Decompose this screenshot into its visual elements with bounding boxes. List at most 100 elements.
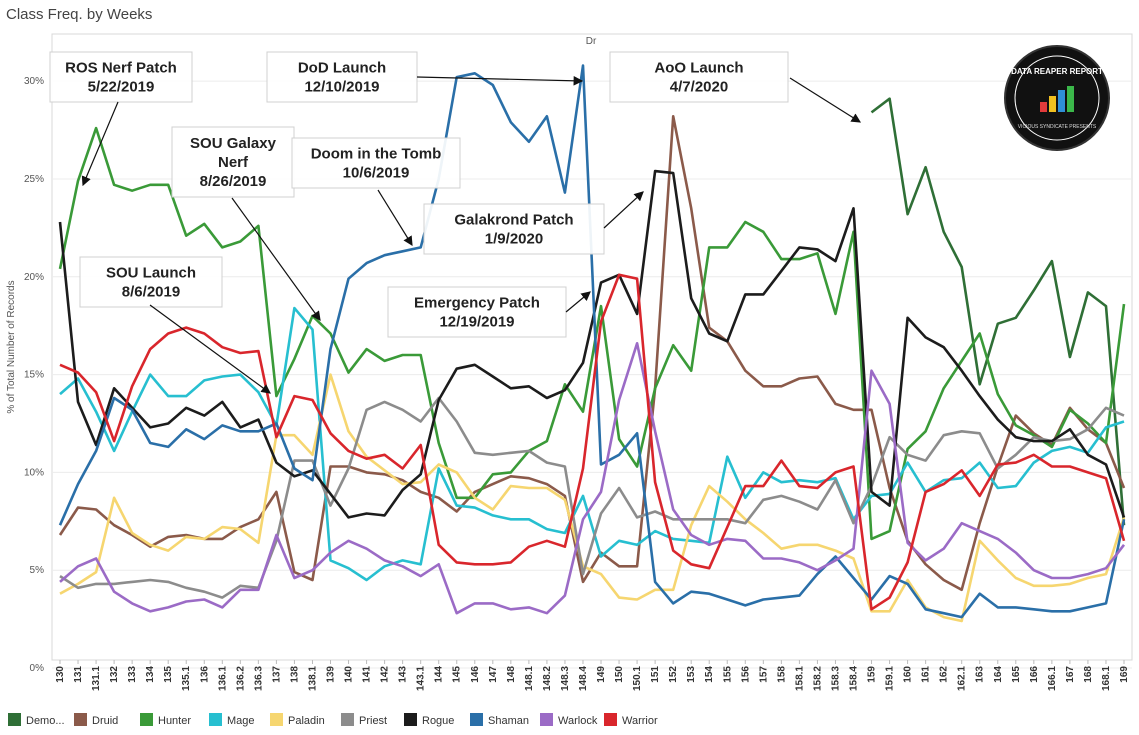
legend-swatch bbox=[8, 713, 21, 726]
column-header: Dr bbox=[586, 36, 597, 47]
annotation-arrow bbox=[416, 75, 584, 86]
annotation-arrow bbox=[603, 191, 644, 229]
series-line-warlock bbox=[59, 342, 1126, 615]
x-tick-label: 162.1 bbox=[957, 666, 968, 691]
x-tick-label: 148.4 bbox=[578, 666, 589, 691]
x-tick-label: 135.1 bbox=[181, 666, 192, 691]
legend-label: Hunter bbox=[158, 715, 191, 727]
data-reaper-logo: DATA REAPER REPORT VICIOUS SYNDICATE PRES… bbox=[1004, 45, 1110, 151]
logo-bar bbox=[1067, 86, 1074, 112]
annotation-emergency: Emergency Patch 12/19/2019 bbox=[387, 286, 591, 338]
annotation-text: SOU Galaxy bbox=[190, 135, 277, 152]
x-tick-label: 167 bbox=[1065, 666, 1076, 683]
x-tick-label: 145 bbox=[452, 666, 463, 683]
annotation-ros-nerf: ROS Nerf Patch 5/22/2019 bbox=[49, 51, 193, 187]
annotation-text: 8/26/2019 bbox=[200, 173, 267, 190]
legend-label: Warlock bbox=[558, 715, 598, 727]
y-tick-label: 0% bbox=[30, 663, 45, 674]
annotation-arrow bbox=[377, 189, 413, 247]
annotation-arrow bbox=[231, 197, 321, 321]
legend-swatch bbox=[140, 713, 153, 726]
x-tick-label: 136.3 bbox=[253, 666, 264, 691]
x-tick-label: 164 bbox=[993, 666, 1004, 683]
x-tick-label: 148.1 bbox=[524, 666, 535, 691]
legend-item-druid: Druid bbox=[74, 713, 118, 727]
x-tick-label: 142 bbox=[380, 666, 391, 683]
x-tick-label: 146 bbox=[470, 666, 481, 683]
x-tick-label: 157 bbox=[758, 666, 769, 683]
annotation-text: 12/10/2019 bbox=[304, 79, 379, 96]
annotation-text: 4/7/2020 bbox=[670, 79, 728, 96]
logo-circle bbox=[1004, 45, 1110, 151]
annotation-dod: DoD Launch 12/10/2019 bbox=[266, 51, 584, 103]
y-tick-label: 5% bbox=[30, 565, 45, 576]
x-tick-label: 138.1 bbox=[307, 666, 318, 691]
annotation-text: ROS Nerf Patch bbox=[65, 60, 177, 77]
x-tick-label: 131 bbox=[73, 666, 84, 683]
x-tick-label: 141 bbox=[362, 666, 373, 683]
x-tick-label: 147 bbox=[488, 666, 499, 683]
x-tick-label: 149 bbox=[596, 666, 607, 683]
legend-label: Paladin bbox=[288, 715, 325, 727]
logo-ring bbox=[1014, 55, 1100, 141]
legend-swatch bbox=[540, 713, 553, 726]
annotation-arrow bbox=[149, 304, 271, 394]
logo-bar bbox=[1049, 96, 1056, 112]
annotation-box bbox=[49, 51, 193, 103]
legend-swatch bbox=[209, 713, 222, 726]
x-tick-label: 159 bbox=[867, 666, 878, 683]
legend-swatch bbox=[404, 713, 417, 726]
annotation-aoo: AoO Launch 4/7/2020 bbox=[609, 51, 862, 123]
annotation-text: 10/6/2019 bbox=[343, 165, 410, 182]
annotation-arrow bbox=[789, 77, 862, 123]
annotation-text: DoD Launch bbox=[298, 60, 386, 77]
legend-item-mage: Mage bbox=[209, 713, 255, 727]
series-line-rogue bbox=[58, 169, 1126, 519]
annotation-box bbox=[291, 137, 461, 189]
x-tick-label: 136.1 bbox=[217, 666, 228, 691]
x-tick-label: 143 bbox=[398, 666, 409, 683]
x-tick-label: 137 bbox=[271, 666, 282, 683]
annotation-box bbox=[266, 51, 418, 103]
x-tick-label: 144 bbox=[434, 666, 445, 683]
x-tick-label: 158.2 bbox=[812, 666, 823, 691]
y-axis-label: % of Total Number of Records bbox=[6, 280, 17, 413]
annotation-sou-launch: SOU Launch 8/6/2019 bbox=[79, 256, 271, 394]
x-tick-label: 151 bbox=[650, 666, 661, 683]
annotation-galakrond: Galakrond Patch 1/9/2020 bbox=[423, 191, 644, 255]
legend-label: Rogue bbox=[422, 715, 454, 727]
x-tick-label: 168 bbox=[1083, 666, 1094, 683]
legend-item-priest: Priest bbox=[341, 713, 387, 727]
x-tick-label: 150 bbox=[614, 666, 625, 683]
x-tick-label: 163 bbox=[975, 666, 986, 683]
x-tick-label: 139 bbox=[326, 666, 337, 683]
x-tick-label: 154 bbox=[704, 666, 715, 683]
annotation-box bbox=[609, 51, 789, 103]
series-line-warrior bbox=[59, 273, 1126, 611]
series-line-mage bbox=[59, 306, 1125, 582]
annotation-text: SOU Launch bbox=[106, 265, 196, 282]
y-tick-label: 15% bbox=[24, 370, 44, 381]
legend-item-shaman: Shaman bbox=[470, 713, 529, 727]
annotation-text: Galakrond Patch bbox=[454, 212, 573, 229]
chart-title: Class Freq. by Weeks bbox=[6, 6, 153, 23]
series-lines bbox=[58, 64, 1126, 623]
x-tick-label: 168.1 bbox=[1101, 666, 1112, 691]
annotation-text: Nerf bbox=[218, 154, 249, 171]
annotations: ROS Nerf Patch 5/22/2019 DoD Launch 12/10/2… bbox=[49, 51, 862, 394]
y-tick-label: 25% bbox=[24, 174, 44, 185]
x-tick-label: 160 bbox=[903, 666, 914, 683]
x-tick-label: 136.2 bbox=[235, 666, 246, 691]
x-tick-label: 148.2 bbox=[542, 666, 553, 691]
plot-frame bbox=[51, 33, 1133, 661]
x-tick-label: 135 bbox=[163, 666, 174, 683]
legend-item-demo: Demo... bbox=[8, 713, 65, 727]
logo-text: DATA REAPER REPORT bbox=[1011, 67, 1103, 76]
annotation-text: 8/6/2019 bbox=[122, 284, 180, 301]
legend-label: Warrior bbox=[622, 715, 658, 727]
logo-bar bbox=[1058, 90, 1065, 112]
legend-item-warrior: Warrior bbox=[604, 713, 658, 727]
axes: Dr 0% 5% 10% 15% 20% 25% 30% % of Total Number o… bbox=[6, 36, 1130, 691]
x-tick-label: 158.1 bbox=[794, 666, 805, 691]
